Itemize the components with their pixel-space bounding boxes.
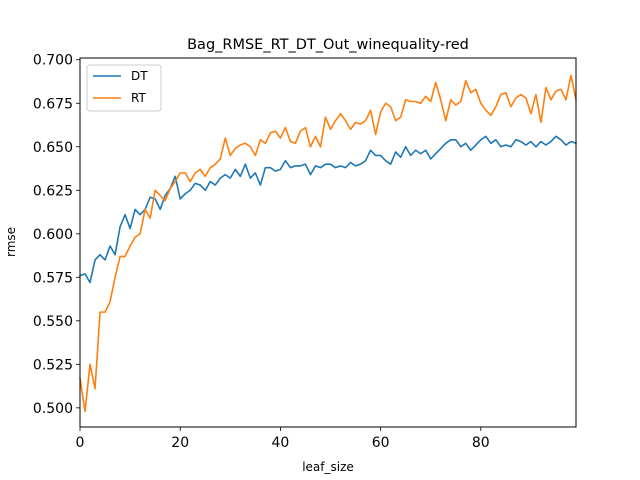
y-tick-label: 0.575	[33, 270, 73, 286]
axes-frame	[79, 57, 577, 428]
legend: DT RT	[86, 64, 162, 112]
y-tick-label: 0.625	[33, 183, 73, 199]
y-tick-label: 0.550	[33, 314, 73, 330]
y-tick-label: 0.600	[33, 227, 73, 243]
legend-box	[86, 64, 162, 112]
y-tick-label: 0.500	[33, 401, 73, 417]
x-axis-label: leaf_size	[302, 460, 354, 474]
legend-label-dt: DT	[131, 69, 148, 83]
x-axis-ticks: 0 20 40 60 80	[76, 427, 490, 451]
series-layer	[78, 74, 578, 413]
x-tick-label: 0	[76, 435, 85, 451]
x-tick-label: 20	[171, 435, 189, 451]
x-tick-label: 40	[271, 435, 289, 451]
x-tick-label: 80	[472, 435, 490, 451]
y-tick-label: 0.650	[33, 140, 73, 156]
y-axis-ticks: 0.500 0.525 0.550 0.575 0.600 0.625 0.650 0.675…	[33, 53, 80, 417]
y-axis-label: rmse	[4, 227, 18, 257]
y-tick-label: 0.675	[33, 96, 73, 112]
x-tick-label: 60	[372, 435, 390, 451]
chart-title: Bag_RMSE_RT_DT_Out_winequality-red	[187, 37, 469, 53]
series-line-rt	[79, 74, 577, 413]
plot-area	[78, 57, 578, 428]
y-tick-label: 0.525	[33, 357, 73, 373]
legend-label-rt: RT	[131, 91, 146, 105]
y-tick-label: 0.700	[33, 53, 73, 69]
series-line-dt	[78, 135, 578, 284]
